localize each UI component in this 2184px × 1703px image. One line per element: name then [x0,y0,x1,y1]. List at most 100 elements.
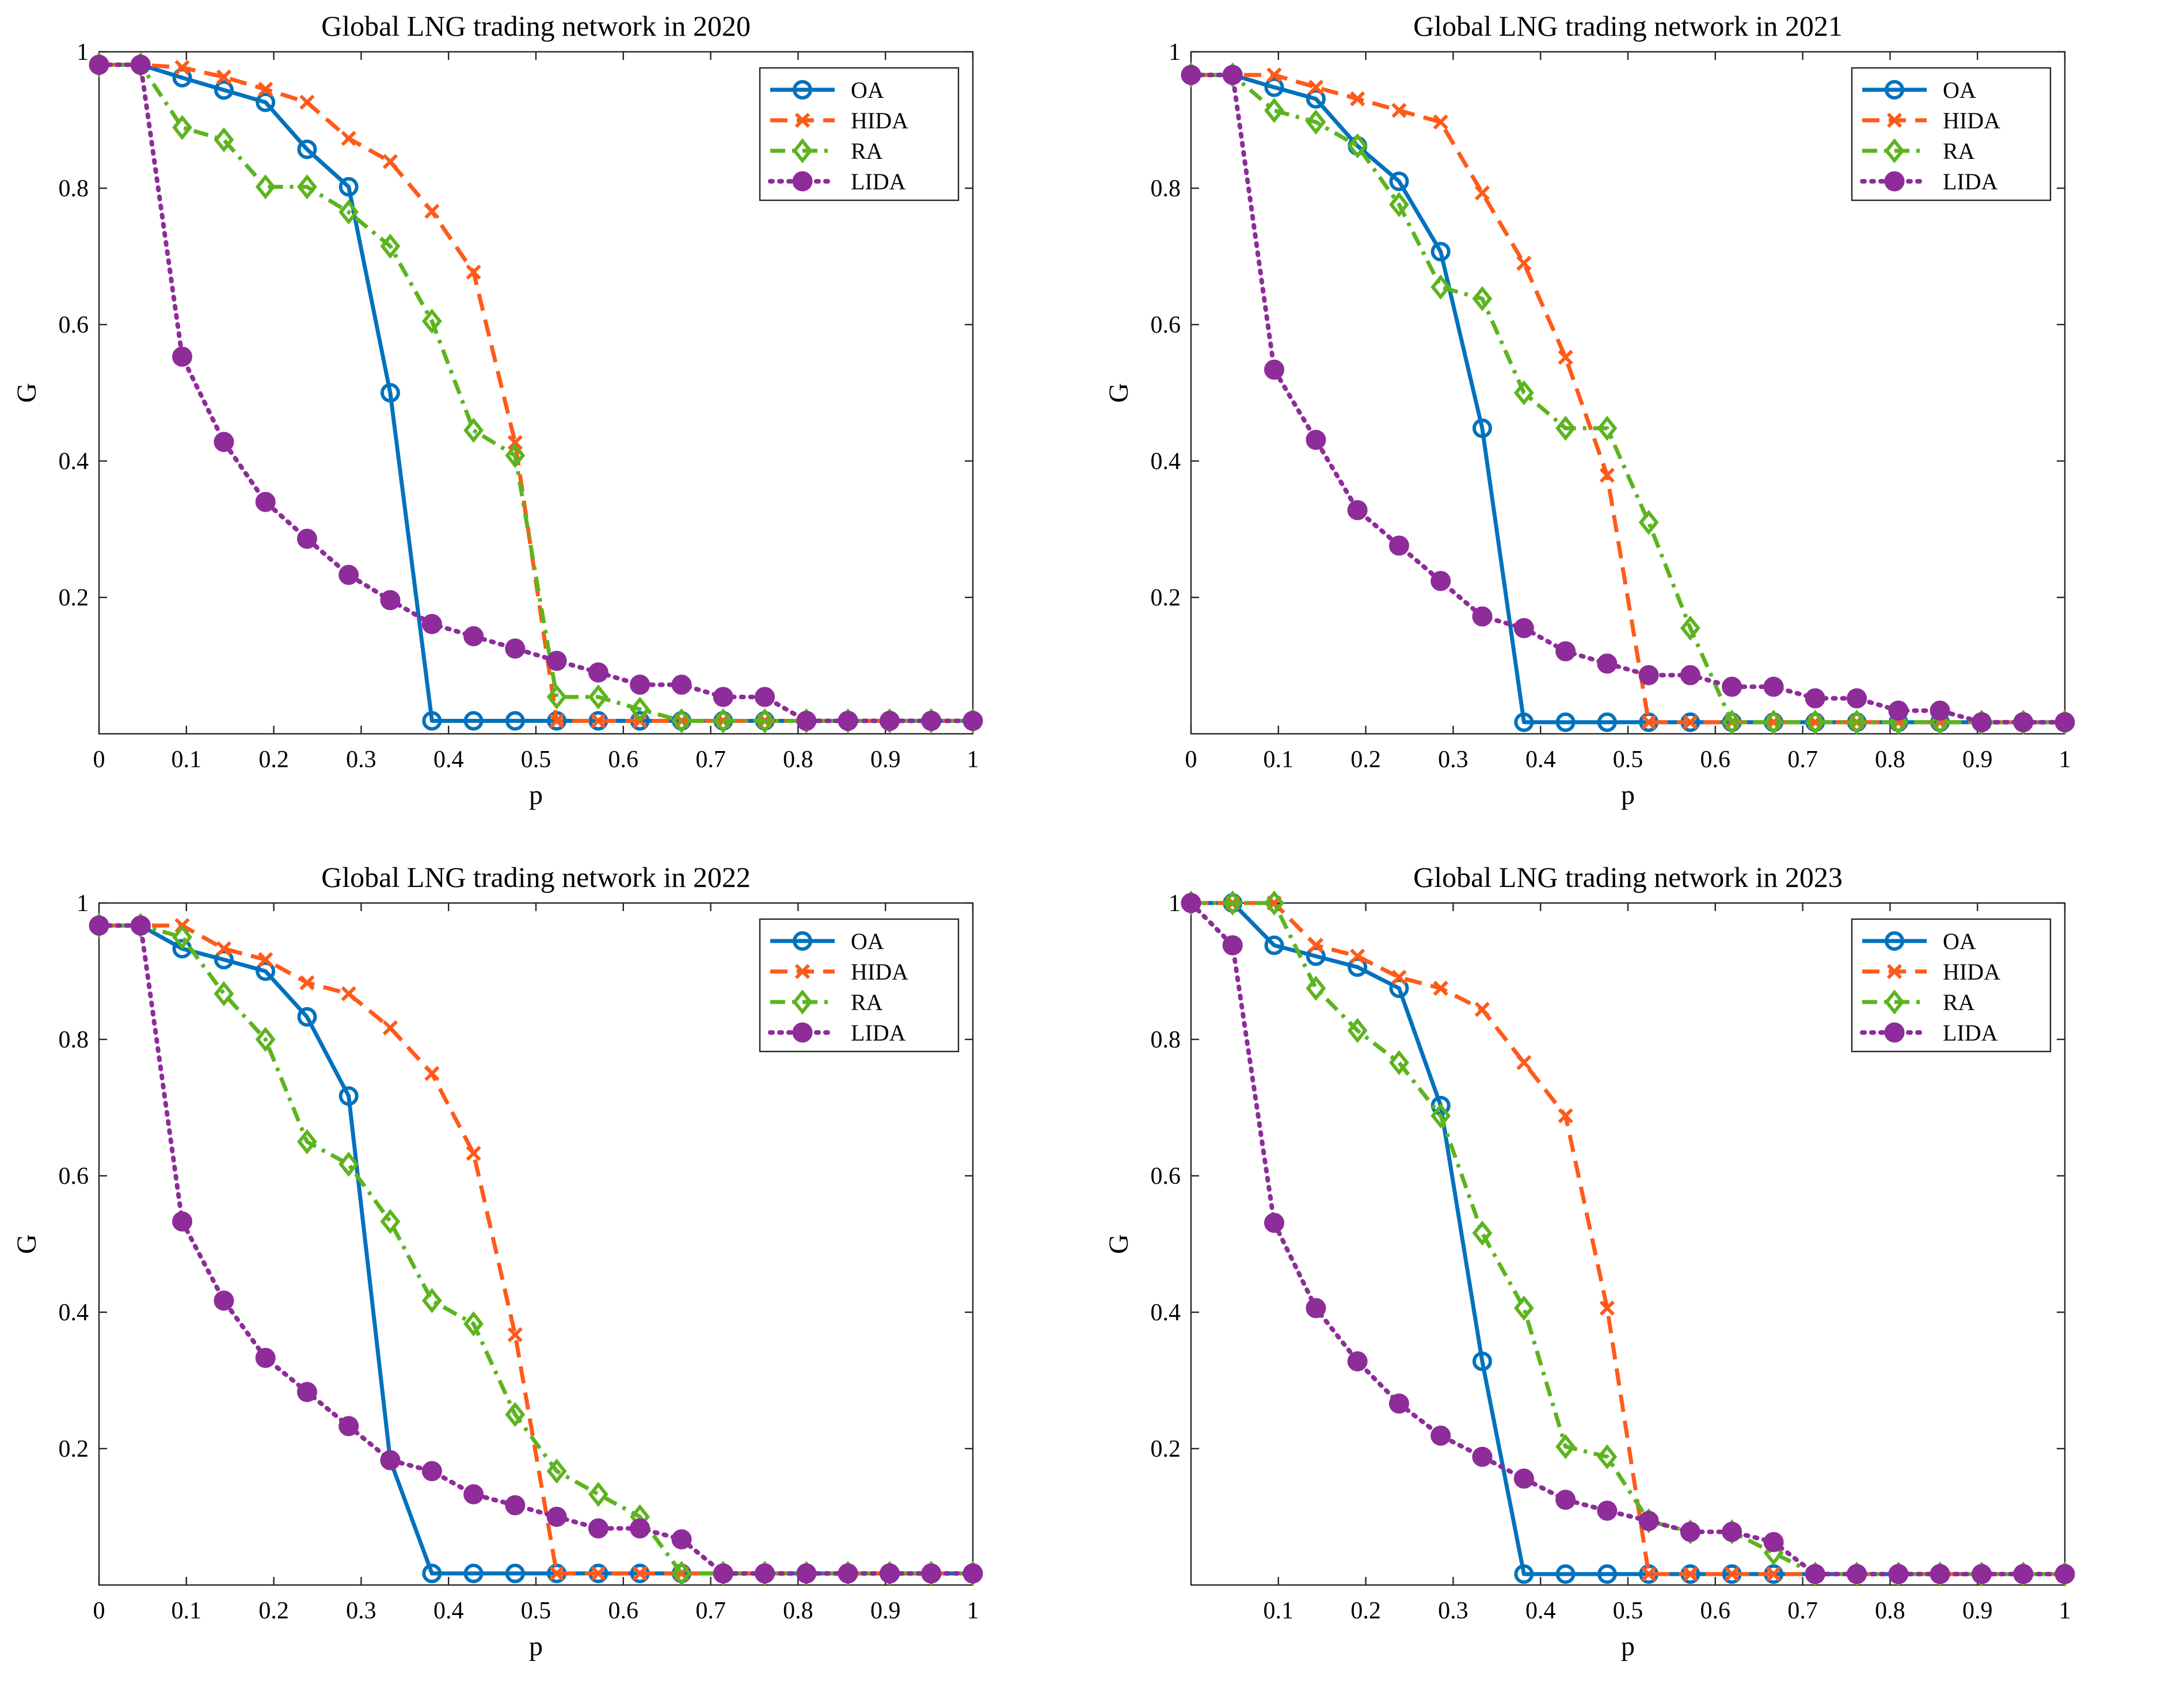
data-point-lida [1513,618,1534,638]
legend-label: HIDA [1943,959,2000,985]
data-point-hida [1474,185,1490,201]
data-point-lida [1181,893,1201,913]
legend-swatch-marker [1884,1022,1905,1043]
x-tick-label: 0.3 [1438,1598,1468,1624]
x-tick-label: 0.2 [1350,1598,1381,1624]
data-point-lida [630,675,650,695]
data-point-hida [299,94,315,110]
legend-label: LIDA [1943,169,1998,195]
data-point-lida [1597,1500,1618,1521]
data-point-lida [1513,1468,1534,1489]
data-point-lida [89,915,109,936]
data-point-ra [1513,380,1534,406]
x-tick-label: 0.2 [1350,746,1381,773]
series-line-lida [1189,73,2067,725]
data-point-lida [1638,665,1659,685]
data-point-lida [338,565,359,585]
data-point-lida [1347,500,1368,520]
data-point-ra [630,696,650,722]
data-point-ra [421,1288,442,1313]
data-point-oa [1597,1564,1617,1584]
legend-label: LIDA [851,1020,906,1046]
x-tick-label: 0.1 [1264,1598,1294,1624]
data-point-hida [382,1020,398,1035]
data-point-ra [1513,1296,1534,1321]
y-tick-label: 0.2 [59,1436,89,1462]
data-point-ra [546,1458,567,1484]
data-point-oa [297,139,317,159]
data-point-lida [1306,1298,1326,1319]
data-point-hida [341,986,356,1001]
data-point-lida [755,687,775,707]
data-point-ra [1264,98,1284,123]
y-tick-label: 0.6 [59,1163,89,1190]
data-point-ra [214,127,234,153]
series-line-ra [1191,901,2065,1576]
x-tick-label: 0.1 [1264,746,1294,773]
x-tick-label: 1 [2059,746,2071,773]
data-point-lida [546,1507,567,1527]
data-point-hida [1350,91,1365,106]
data-point-ra [172,115,192,140]
legend-entry-hida: HIDA [770,108,908,134]
data-point-hida [341,131,356,146]
data-point-ra [463,1311,484,1336]
data-point-lida [1472,606,1493,627]
legend-entry-ra: RA [770,989,883,1015]
legend-label: LIDA [1943,1020,1998,1046]
data-point-lida [1888,700,1909,721]
data-point-oa [422,711,442,731]
data-point-ra [1430,1103,1451,1129]
data-point-lida [1472,1446,1493,1467]
y-tick-label: 0.2 [1151,1436,1181,1462]
data-point-lida [2013,712,2034,733]
x-tick-label: 0.2 [258,1598,289,1624]
data-point-lida [1430,1425,1451,1446]
data-point-hida [1391,102,1407,119]
data-point-ra [421,308,442,334]
data-point-ra [338,1152,359,1177]
data-point-ra [1306,976,1326,1001]
data-point-ra [1555,416,1576,441]
series-line-ra [99,923,973,1576]
data-point-ra [463,417,484,443]
legend-swatch-marker [1885,80,1904,100]
data-point-ra [296,1129,317,1155]
data-point-lida [1763,676,1784,697]
data-point-lida [1388,535,1409,556]
y-axis-label: G [12,383,42,403]
y-tick-label: 0.8 [59,1027,89,1053]
x-tick-label: 0.4 [433,746,464,773]
data-point-hida [258,952,273,967]
legend-entry-oa: OA [770,77,884,103]
legend-label: OA [851,77,884,103]
x-tick-label: 0.3 [346,1598,376,1624]
legend-swatch-marker [792,1022,813,1043]
chart-title: Global LNG trading network in 2023 [1413,861,1843,893]
legend-label: RA [851,138,883,164]
x-tick-label: 0.6 [608,746,639,773]
data-point-oa [214,950,234,970]
x-tick-label: 0.9 [870,746,901,773]
legend-entry-hida: HIDA [1862,959,2000,985]
data-point-hida [1391,970,1407,985]
legend-entry-oa: OA [770,928,884,954]
data-point-oa [505,1563,525,1583]
data-point-hida [174,60,190,75]
data-point-oa [380,383,400,403]
data-point-lida [796,710,817,731]
data-point-ra [296,174,317,200]
data-point-lida [1181,64,1201,85]
data-point-lida [255,1347,276,1368]
legend-swatch-marker [792,989,813,1015]
legend-label: OA [1943,77,1976,103]
data-point-lida [505,638,526,659]
data-point-lida [1722,1522,1742,1542]
data-point-oa [1306,89,1326,109]
x-axis: 0.1 0.2 0.3 0.4 0.5 0.6 0.7 0.8 0.9 1 [1264,903,2071,1624]
data-point-ra [1763,710,1784,735]
legend-label: RA [851,989,883,1015]
data-point-hida [216,941,232,957]
legend-swatch-marker [1884,171,1905,192]
data-point-ra [1388,1050,1409,1076]
